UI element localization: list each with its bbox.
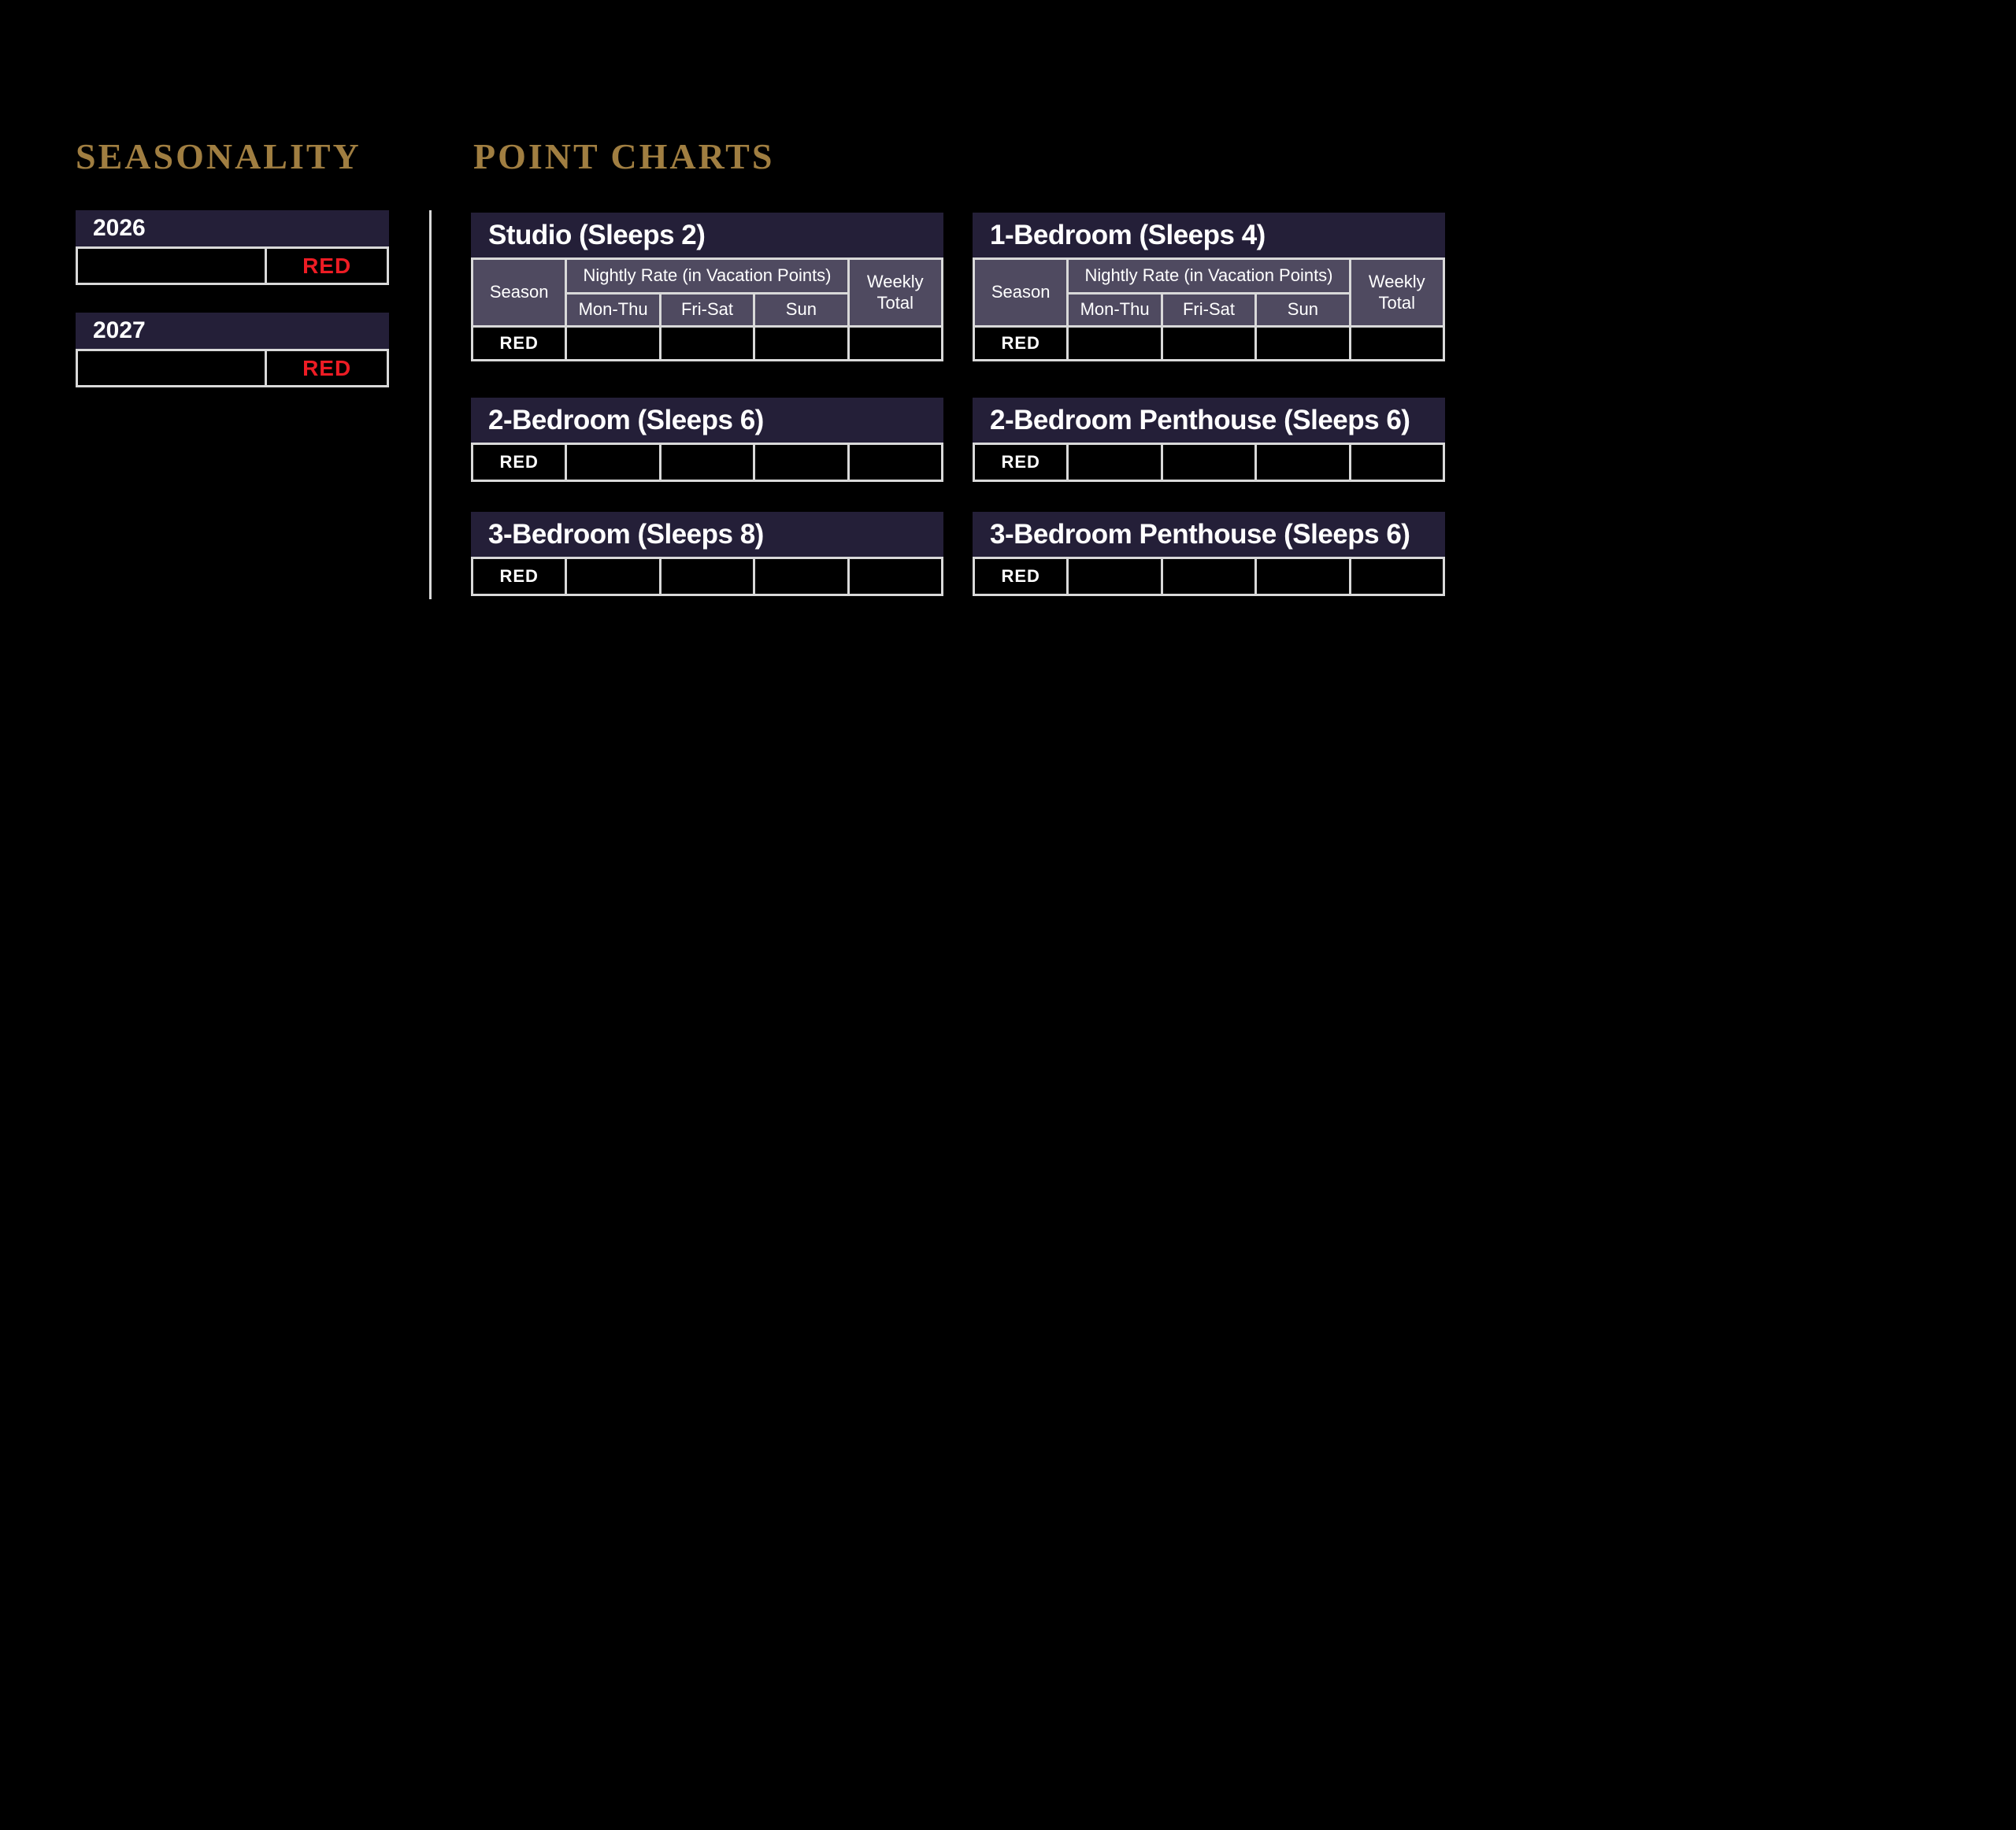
sun-cell [1254, 443, 1351, 482]
sun-cell [1254, 557, 1351, 596]
season-cell: RED [470, 325, 568, 361]
point-chart-table: Season Nightly Rate (in Vacation Points)… [470, 257, 944, 361]
table-row: RED [972, 557, 1446, 596]
table-title: 3-Bedroom (Sleeps 8) [471, 512, 943, 557]
weekly-total-column-header: Weekly Total [847, 257, 944, 328]
mon-thu-cell [565, 325, 662, 361]
season-range-cell [78, 249, 268, 283]
table-row: RED [470, 325, 944, 361]
weekly-total-cell [1348, 443, 1446, 482]
season-range-cell [78, 351, 268, 385]
table-title: Studio (Sleeps 2) [471, 213, 943, 257]
season-cell: RED [470, 443, 568, 482]
weekly-total-cell [847, 443, 944, 482]
sun-cell [753, 325, 850, 361]
day-header-row: Mon-Thu Fri-Sat Sun [472, 292, 943, 328]
table-row: RED [972, 325, 1446, 361]
subheader-row: Season Nightly Rate (in Vacation Points)… [972, 257, 1446, 328]
fri-sat-cell [1160, 557, 1258, 596]
season-column-header: Season [470, 257, 568, 328]
season-cell: RED [972, 443, 1069, 482]
season-label: RED [302, 355, 352, 380]
seasonality-row: RED [76, 349, 389, 387]
table-row: RED [470, 557, 944, 596]
point-chart-table: RED [972, 557, 1446, 596]
point-chart-table: RED [470, 443, 944, 482]
table-title: 2-Bedroom (Sleeps 6) [471, 398, 943, 443]
mon-thu-cell [1066, 443, 1163, 482]
sun-cell [753, 443, 850, 482]
mon-thu-header: Mon-Thu [565, 292, 662, 328]
season-cell: RED [972, 325, 1069, 361]
year-header: 2027 [76, 313, 389, 349]
day-header-row: Mon-Thu Fri-Sat Sun [974, 292, 1444, 328]
table-row: RED [470, 443, 944, 482]
fri-sat-header: Fri-Sat [1160, 292, 1258, 328]
season-cell: RED [470, 557, 568, 596]
seasonality-row: RED [76, 246, 389, 285]
point-chart-1bedroom: 1-Bedroom (Sleeps 4) Season Nightly Rate… [972, 213, 1446, 361]
point-chart-2bedroom: 2-Bedroom (Sleeps 6) RED [470, 398, 944, 482]
sun-cell [1254, 325, 1351, 361]
mon-thu-cell [565, 557, 662, 596]
season-name-cell: RED [267, 249, 387, 283]
table-title: 1-Bedroom (Sleeps 4) [973, 213, 1445, 257]
mon-thu-header: Mon-Thu [1066, 292, 1163, 328]
point-chart-table: RED [470, 557, 944, 596]
weekly-total-cell [1348, 325, 1446, 361]
mon-thu-cell [565, 443, 662, 482]
weekly-total-cell [847, 325, 944, 361]
mon-thu-cell [1066, 557, 1163, 596]
nightly-rate-column-header: Nightly Rate (in Vacation Points) [565, 257, 850, 295]
point-chart-3bedroom: 3-Bedroom (Sleeps 8) RED [470, 512, 944, 596]
point-chart-3bedroom-penthouse: 3-Bedroom Penthouse (Sleeps 6) RED [972, 512, 1446, 596]
table-title: 3-Bedroom Penthouse (Sleeps 6) [973, 512, 1445, 557]
seasonality-block-2026: 2026 RED [76, 210, 389, 285]
weekly-total-column-header: Weekly Total [1348, 257, 1446, 328]
fri-sat-cell [1160, 443, 1258, 482]
fri-sat-cell [1160, 325, 1258, 361]
season-label: RED [302, 253, 352, 278]
point-charts-title: POINT CHARTS [473, 136, 775, 176]
season-column-header: Season [972, 257, 1069, 328]
sun-header: Sun [1254, 292, 1351, 328]
year-header: 2026 [76, 210, 389, 246]
mon-thu-cell [1066, 325, 1163, 361]
season-cell: RED [972, 557, 1069, 596]
seasonality-title: SEASONALITY [76, 136, 361, 176]
sun-header: Sun [753, 292, 850, 328]
nightly-rate-column-header: Nightly Rate (in Vacation Points) [1066, 257, 1351, 295]
weekly-total-cell [847, 557, 944, 596]
point-chart-studio: Studio (Sleeps 2) Season Nightly Rate (i… [470, 213, 944, 361]
table-row: RED [972, 443, 1446, 482]
section-divider [429, 210, 432, 599]
table-title: 2-Bedroom Penthouse (Sleeps 6) [973, 398, 1445, 443]
season-name-cell: RED [267, 351, 387, 385]
subheader-row: Season Nightly Rate (in Vacation Points)… [470, 257, 944, 328]
seasonality-block-2027: 2027 RED [76, 313, 389, 387]
point-chart-2bedroom-penthouse: 2-Bedroom Penthouse (Sleeps 6) RED [972, 398, 1446, 482]
point-chart-table: Season Nightly Rate (in Vacation Points)… [972, 257, 1446, 361]
fri-sat-header: Fri-Sat [658, 292, 756, 328]
weekly-total-cell [1348, 557, 1446, 596]
fri-sat-cell [658, 325, 756, 361]
fri-sat-cell [658, 557, 756, 596]
fri-sat-cell [658, 443, 756, 482]
point-chart-table: RED [972, 443, 1446, 482]
sun-cell [753, 557, 850, 596]
